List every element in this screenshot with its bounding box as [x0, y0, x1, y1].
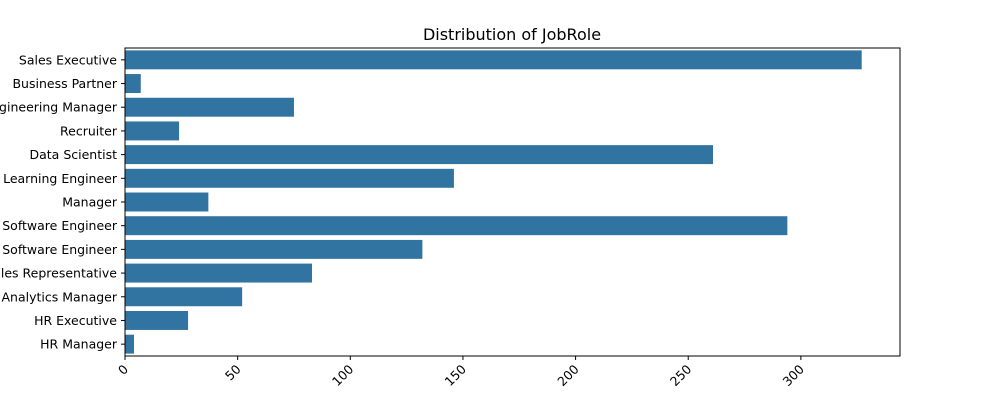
bar: [125, 263, 312, 283]
y-tick-label: Recruiter: [60, 123, 118, 138]
x-tick-label: 150: [442, 361, 470, 389]
y-tick-label: HR Manager: [40, 337, 118, 352]
y-tick-label: Machine Learning Engineer: [0, 171, 118, 186]
y-tick-label: Sales Executive: [19, 52, 117, 67]
y-tick-label: Business Partner: [12, 76, 117, 91]
y-tick-label: Sales Representative: [0, 266, 117, 281]
x-tick-label: 250: [667, 361, 695, 389]
y-tick-label: Software Engineer: [2, 218, 118, 233]
bars-group: [125, 50, 862, 354]
x-tick-label: 50: [222, 361, 244, 383]
x-axis-ticks: 0 50 100 150 200 250 300: [115, 356, 807, 389]
bar: [125, 216, 788, 236]
bar: [125, 334, 135, 354]
bar: [125, 192, 209, 212]
bar: [125, 168, 454, 188]
bar: [125, 97, 294, 117]
bar: [125, 121, 180, 141]
bar: [125, 239, 423, 259]
plot-frame: [124, 47, 901, 357]
chart-title: Distribution of JobRole: [423, 25, 601, 44]
x-tick-label: 300: [780, 361, 808, 389]
x-tick-label: 200: [554, 361, 582, 389]
y-tick-label: Engineering Manager: [0, 100, 118, 115]
bar: [125, 50, 862, 70]
y-tick-label: Data Scientist: [30, 147, 118, 162]
y-tick-label: HR Executive: [34, 313, 117, 328]
y-tick-label: Analytics Manager: [1, 289, 117, 304]
bar: [125, 74, 141, 94]
bar: [125, 310, 189, 330]
y-tick-label: Manager: [62, 195, 118, 210]
x-tick-label: 0: [115, 361, 131, 377]
y-tick-label: Senior Software Engineer: [0, 242, 118, 257]
bar: [125, 287, 243, 307]
bar: [125, 145, 714, 165]
x-tick-label: 100: [329, 361, 357, 389]
y-axis-ticks: Sales Executive Business Partner Engineeri…: [0, 52, 125, 352]
